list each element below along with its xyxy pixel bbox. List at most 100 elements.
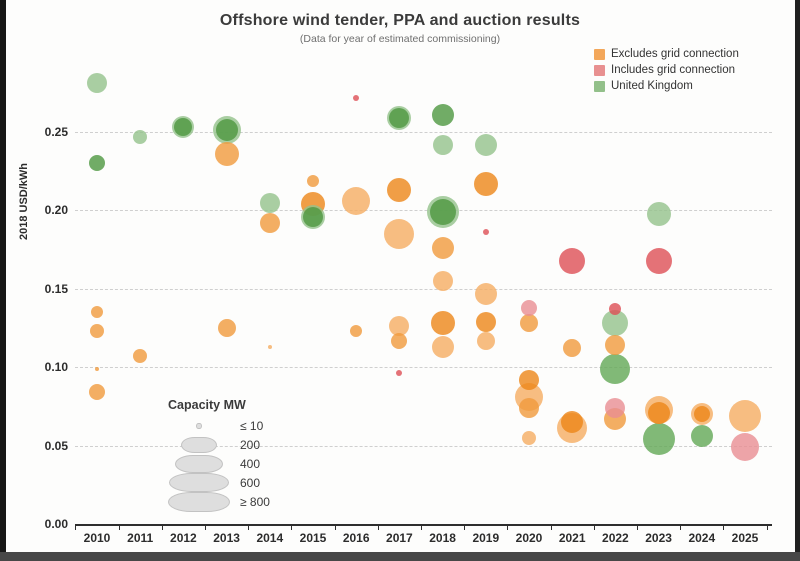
data-bubble[interactable] xyxy=(693,406,710,423)
data-bubble[interactable] xyxy=(690,425,713,448)
data-bubble[interactable] xyxy=(474,282,497,305)
data-bubble[interactable] xyxy=(731,433,759,462)
gridline-0.10 xyxy=(75,367,772,369)
legend-item-label: Includes grid connection xyxy=(611,64,736,76)
data-bubble[interactable] xyxy=(342,186,371,215)
data-bubble[interactable] xyxy=(605,335,626,356)
data-bubble[interactable] xyxy=(384,218,415,249)
capacity-size-label: 400 xyxy=(240,456,261,471)
legend-item-uk[interactable]: United Kingdom xyxy=(594,80,739,92)
data-bubble[interactable] xyxy=(215,119,238,142)
data-bubble[interactable] xyxy=(473,171,498,196)
data-bubble[interactable] xyxy=(431,237,454,260)
data-bubble[interactable] xyxy=(559,247,586,274)
data-bubble[interactable] xyxy=(91,306,103,319)
legend-item-label: United Kingdom xyxy=(611,80,693,92)
data-bubble[interactable] xyxy=(605,397,626,418)
data-bubble[interactable] xyxy=(303,206,323,227)
chart-subtitle: (Data for year of estimated commissionin… xyxy=(299,33,501,45)
data-bubble[interactable] xyxy=(259,212,280,233)
data-bubble[interactable] xyxy=(474,133,497,156)
data-bubble[interactable] xyxy=(522,430,536,445)
data-bubble[interactable] xyxy=(475,311,496,332)
x-tick-label-2018: 2018 xyxy=(429,531,456,545)
legend-swatch-icon xyxy=(594,64,605,76)
data-bubble[interactable] xyxy=(87,73,107,94)
data-bubble[interactable] xyxy=(89,155,105,172)
x-axis-tick xyxy=(637,525,638,530)
data-bubble[interactable] xyxy=(429,198,456,225)
x-tick-label-2023: 2023 xyxy=(645,531,672,545)
data-bubble[interactable] xyxy=(387,178,412,203)
data-bubble[interactable] xyxy=(307,174,319,187)
data-bubble[interactable] xyxy=(389,316,410,337)
data-bubble[interactable] xyxy=(521,299,537,316)
data-bubble[interactable] xyxy=(389,107,410,128)
data-bubble[interactable] xyxy=(519,397,539,418)
data-bubble[interactable] xyxy=(391,332,408,349)
capacity-size-label: 200 xyxy=(240,437,261,452)
x-axis-tick xyxy=(550,525,552,530)
data-bubble[interactable] xyxy=(645,247,672,274)
x-tick-label-2014: 2014 xyxy=(256,531,284,545)
data-bubble[interactable] xyxy=(520,314,538,333)
data-bubble[interactable] xyxy=(563,339,582,358)
legend-swatch-icon xyxy=(594,80,605,92)
data-bubble[interactable] xyxy=(353,94,360,101)
chart-title: Offshore wind tender, PPA and auction re… xyxy=(219,12,581,29)
data-bubble[interactable] xyxy=(642,423,675,456)
data-bubble[interactable] xyxy=(133,129,148,144)
data-bubble[interactable] xyxy=(600,353,631,384)
y-tick-label-0.00: 0.00 xyxy=(44,517,68,531)
x-axis-tick xyxy=(593,525,595,530)
data-bubble[interactable] xyxy=(647,401,670,424)
data-bubble[interactable] xyxy=(432,134,453,155)
legend-item-includes[interactable]: Includes grid connection xyxy=(594,64,739,76)
data-bubble[interactable] xyxy=(217,319,236,337)
data-bubble[interactable] xyxy=(350,325,363,338)
data-bubble[interactable] xyxy=(90,324,104,339)
capacity-size-shape-icon xyxy=(175,454,223,473)
data-bubble[interactable] xyxy=(431,103,454,126)
capacity-size-label: 600 xyxy=(240,475,261,490)
data-bubble[interactable] xyxy=(482,229,489,236)
x-axis-tick xyxy=(421,525,422,530)
series-legend: Excludes grid connection Includes grid co… xyxy=(594,48,739,96)
data-bubble[interactable] xyxy=(432,270,453,291)
data-bubble[interactable] xyxy=(561,411,584,434)
capacity-size-label: ≤ 10 xyxy=(240,418,264,433)
x-tick-label-2011: 2011 xyxy=(127,531,154,545)
x-axis-tick xyxy=(248,525,250,530)
data-bubble[interactable] xyxy=(95,366,99,371)
data-bubble[interactable] xyxy=(519,369,539,390)
capacity-size-shape-icon xyxy=(196,422,202,429)
data-bubble[interactable] xyxy=(430,311,455,336)
x-axis-tick xyxy=(118,525,120,530)
x-tick-label-2020: 2020 xyxy=(515,531,543,545)
window-left-edge xyxy=(0,0,6,561)
data-bubble[interactable] xyxy=(646,201,671,226)
gridline-0.15 xyxy=(75,288,772,290)
data-bubble[interactable] xyxy=(267,344,272,349)
x-axis-tick xyxy=(291,525,293,530)
x-tick-label-2022: 2022 xyxy=(602,531,629,545)
x-axis-tick xyxy=(464,525,466,530)
data-bubble[interactable] xyxy=(89,384,105,401)
data-bubble[interactable] xyxy=(214,141,239,166)
data-bubble[interactable] xyxy=(133,349,148,364)
x-axis-tick xyxy=(723,525,725,530)
data-bubble[interactable] xyxy=(174,118,193,137)
data-bubble[interactable] xyxy=(609,303,622,316)
x-tick-label-2025: 2025 xyxy=(731,531,759,545)
data-bubble[interactable] xyxy=(729,399,761,432)
data-bubble[interactable] xyxy=(476,331,495,350)
gridline-0.25 xyxy=(75,132,772,133)
x-axis-tick xyxy=(334,525,336,530)
x-tick-label-2021: 2021 xyxy=(558,531,586,545)
x-axis-line xyxy=(75,524,772,526)
data-bubble[interactable] xyxy=(396,370,403,377)
data-bubble[interactable] xyxy=(431,335,454,358)
legend-item-excludes[interactable]: Excludes grid connection xyxy=(594,48,739,60)
data-bubble[interactable] xyxy=(259,192,280,213)
